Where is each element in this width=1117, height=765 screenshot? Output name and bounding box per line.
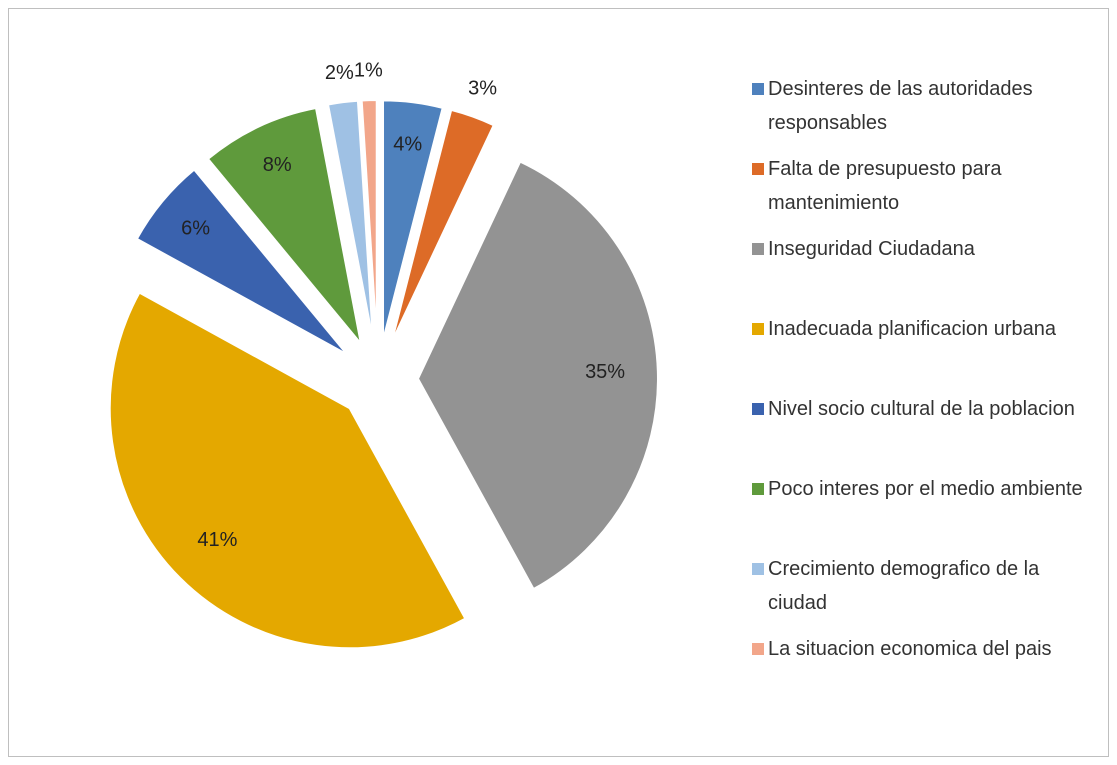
legend-label: Poco interes por el medio ambiente bbox=[768, 478, 1083, 500]
legend-swatch bbox=[752, 563, 764, 575]
legend-item: Nivel socio cultural de la poblacion bbox=[752, 392, 1097, 472]
pie-slice bbox=[390, 108, 496, 343]
data-label: 35% bbox=[585, 361, 625, 383]
pie-slice bbox=[135, 168, 348, 356]
pie-slice bbox=[326, 99, 374, 341]
legend-item: La situacion economica del pais bbox=[752, 632, 1097, 712]
legend-item: Desinteres de las autoridades responsabl… bbox=[752, 72, 1097, 152]
pie-slice bbox=[360, 99, 378, 341]
legend-item: Inadecuada planificacion urbana bbox=[752, 312, 1097, 392]
pie-slice bbox=[206, 106, 362, 345]
data-label: 3% bbox=[468, 78, 497, 100]
legend-label: La situacion economica del pais bbox=[768, 638, 1052, 660]
data-label: 1% bbox=[354, 60, 383, 82]
legend: Desinteres de las autoridades responsabl… bbox=[752, 72, 1097, 712]
legend-swatch bbox=[752, 643, 764, 655]
legend-swatch bbox=[752, 323, 764, 335]
legend-item: Crecimiento demografico de la ciudad bbox=[752, 552, 1097, 632]
legend-label: Inseguridad Ciudadana bbox=[768, 238, 975, 260]
legend-item: Falta de presupuesto para mantenimiento bbox=[752, 152, 1097, 232]
legend-item: Poco interes por el medio ambiente bbox=[752, 472, 1097, 552]
pie-slice bbox=[108, 291, 467, 650]
data-label: 2% bbox=[325, 62, 354, 84]
data-label: 4% bbox=[393, 133, 422, 155]
pie-slice bbox=[416, 160, 659, 591]
pie-slice bbox=[382, 99, 444, 341]
data-label: 6% bbox=[181, 217, 210, 239]
legend-label: Falta de presupuesto para mantenimiento bbox=[768, 158, 1002, 214]
legend-label: Nivel socio cultural de la poblacion bbox=[768, 398, 1075, 420]
legend-label: Crecimiento demografico de la ciudad bbox=[768, 558, 1040, 614]
legend-swatch bbox=[752, 483, 764, 495]
legend-swatch bbox=[752, 163, 764, 175]
data-label: 8% bbox=[263, 154, 292, 176]
legend-item: Inseguridad Ciudadana bbox=[752, 232, 1097, 312]
legend-swatch bbox=[752, 243, 764, 255]
legend-swatch bbox=[752, 403, 764, 415]
legend-swatch bbox=[752, 83, 764, 95]
legend-label: Desinteres de las autoridades responsabl… bbox=[768, 78, 1033, 134]
data-label: 41% bbox=[197, 529, 237, 551]
legend-label: Inadecuada planificacion urbana bbox=[768, 318, 1056, 340]
